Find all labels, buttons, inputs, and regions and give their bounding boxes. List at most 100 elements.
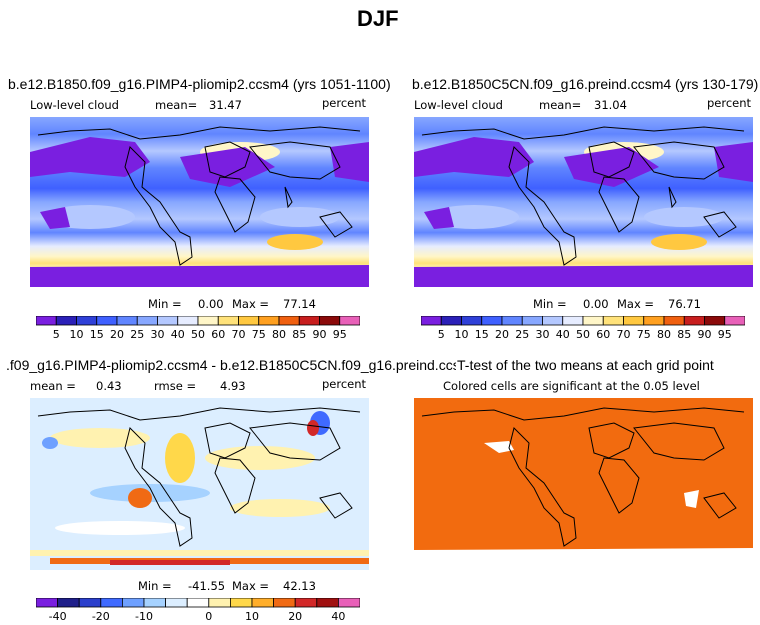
panel1-max-value: 77.14 [283, 297, 316, 311]
panel2-max-value: 76.71 [668, 297, 701, 311]
colorbar-tick-label: 40 [556, 328, 570, 341]
panel1-max-label: Max = [232, 297, 270, 311]
colorbar-swatch [501, 316, 523, 326]
panel2-units: percent [707, 96, 752, 110]
colorbar-tick-label: -10 [135, 610, 153, 623]
colorbar-swatch [683, 316, 705, 326]
panel2-map [414, 117, 753, 287]
colorbar-swatch [36, 598, 59, 608]
colorbar-swatch [251, 598, 275, 608]
colorbar-tick-label: 20 [495, 328, 509, 341]
colorbar-tick-label: 40 [331, 610, 345, 623]
figure-title: DJF [357, 6, 399, 31]
panel3-map [30, 398, 369, 570]
colorbar-tick-label: 15 [90, 328, 104, 341]
panel3-max-label: Max = [232, 579, 270, 593]
colorbar-tick-label: 15 [475, 328, 489, 341]
colorbar-swatch [643, 316, 665, 326]
panel3-mean-value: 0.43 [96, 379, 122, 393]
colorbar-swatch [562, 316, 584, 326]
colorbar-swatch [143, 598, 167, 608]
panel2-mean-label: mean= [539, 98, 582, 112]
panel3-title: .f09_g16.PIMP4-pliomip2.ccsm4 - b.e12.B1… [6, 357, 456, 373]
colorbar-swatch [316, 598, 339, 608]
colorbar-swatch [136, 316, 158, 326]
colorbar-swatch [208, 598, 231, 608]
panel1-mean-label: mean= [155, 98, 198, 112]
colorbar-tick-label: 50 [576, 328, 590, 341]
colorbar-tick-label: 30 [151, 328, 165, 341]
colorbar-swatch [623, 316, 645, 326]
panel2-min-value: 0.00 [583, 297, 609, 311]
colorbar-tick-label: 25 [515, 328, 529, 341]
colorbar-tick-label: 80 [272, 328, 286, 341]
colorbar-swatch [421, 316, 442, 326]
colorbar-swatch [186, 598, 210, 608]
panel3-colorbar: -40 -20 -10 0 10 20 40 [36, 598, 360, 623]
colorbar-swatch [57, 598, 80, 608]
colorbar-swatch [258, 316, 280, 326]
panel3-min-label: Min = [138, 579, 172, 593]
panel2-min-label: Min = [533, 297, 567, 311]
panel1-units: percent [322, 96, 367, 110]
panel4-subtitle: Colored cells are significant at the 0.0… [443, 379, 700, 393]
colorbar-swatch [278, 316, 300, 326]
colorbar-tick-label: 85 [292, 328, 306, 341]
colorbar-swatch [319, 316, 341, 326]
colorbar-tick-label: 5 [438, 328, 445, 341]
panel1-map [30, 117, 369, 287]
colorbar-swatch [704, 316, 726, 326]
panel3-rmse-value: 4.93 [220, 379, 246, 393]
panel3-rmse-label: rmse = [154, 379, 197, 393]
panel2-title: b.e12.B1850C5CN.f09_g16.preind.ccsm4 (yr… [412, 76, 759, 92]
colorbar-swatch [76, 316, 98, 326]
colorbar-swatch [521, 316, 543, 326]
panel3-units: percent [322, 377, 367, 391]
colorbar-swatch [122, 598, 145, 608]
colorbar-swatch [582, 316, 604, 326]
colorbar-swatch [55, 316, 77, 326]
colorbar-tick-label: 10 [70, 328, 84, 341]
colorbar-tick-label: 70 [617, 328, 631, 341]
panel1-title: b.e12.B1850.f09_g16.PIMP4-pliomip2.ccsm4… [8, 76, 391, 92]
colorbar-swatch [481, 316, 503, 326]
panel4-map [414, 398, 753, 570]
colorbar-tick-label: -40 [49, 610, 67, 623]
colorbar-swatch [238, 316, 260, 326]
panel1-min-value: 0.00 [198, 297, 224, 311]
colorbar-tick-label: 40 [171, 328, 185, 341]
colorbar-tick-label: 50 [191, 328, 205, 341]
colorbar-swatch [177, 316, 199, 326]
colorbar-swatch [298, 316, 320, 326]
colorbar-swatch [165, 598, 188, 608]
colorbar-swatch [36, 316, 57, 326]
colorbar-tick-label: 95 [718, 328, 732, 341]
panel3-min-value: -41.55 [188, 579, 226, 593]
colorbar-tick-label: 95 [333, 328, 347, 341]
colorbar-swatch [96, 316, 118, 326]
panel3-mean-label: mean = [30, 379, 76, 393]
colorbar-tick-label: -20 [92, 610, 110, 623]
colorbar-swatch [229, 598, 253, 608]
colorbar-tick-label: 0 [205, 610, 212, 623]
panel2-colorbar: 5 10 15 20 25 30 40 50 60 70 75 80 85 90 95 [421, 316, 745, 341]
colorbar-swatch [602, 316, 624, 326]
colorbar-swatch [273, 598, 296, 608]
colorbar-tick-label: 90 [313, 328, 327, 341]
colorbar-swatch [461, 316, 483, 326]
colorbar-tick-label: 10 [245, 610, 259, 623]
panel2-variable: Low-level cloud [414, 98, 503, 112]
colorbar-tick-label: 80 [657, 328, 671, 341]
colorbar-tick-label: 5 [53, 328, 60, 341]
colorbar-tick-label: 70 [232, 328, 246, 341]
panel1-variable: Low-level cloud [30, 98, 119, 112]
colorbar-tick-label: 75 [252, 328, 266, 341]
colorbar-tick-label: 75 [637, 328, 651, 341]
colorbar-tick-label: 20 [288, 610, 302, 623]
colorbar-tick-label: 20 [110, 328, 124, 341]
colorbar-swatch [724, 316, 745, 326]
panel1-mean-value: 31.47 [209, 98, 242, 112]
colorbar-tick-label: 30 [536, 328, 550, 341]
colorbar-swatch [337, 598, 360, 608]
colorbar-tick-label: 90 [698, 328, 712, 341]
